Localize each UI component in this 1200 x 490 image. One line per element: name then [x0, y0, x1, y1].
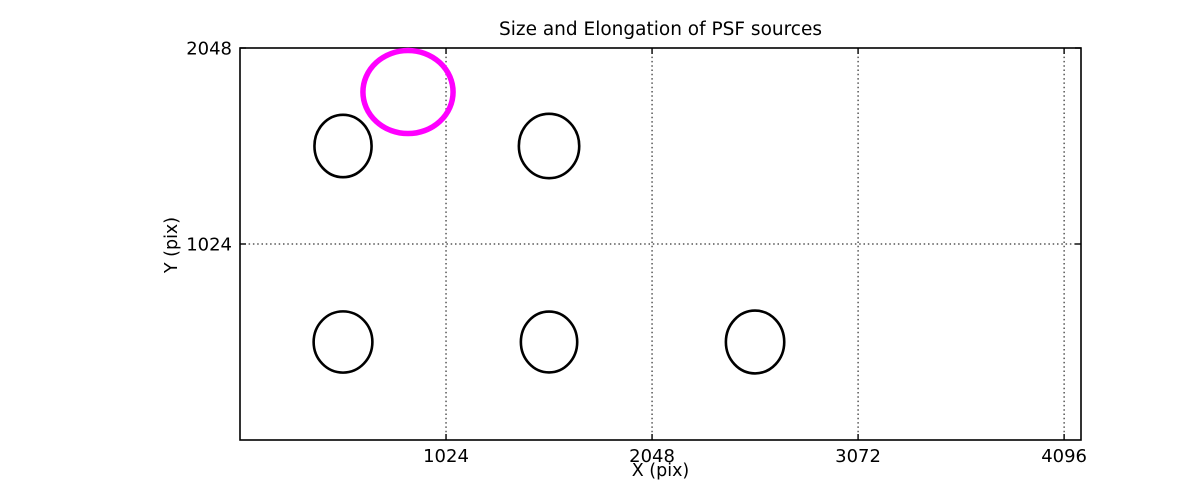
x-tick-label-1024: 1024 — [423, 446, 469, 467]
psf-source-ellipse-4 — [724, 309, 786, 375]
x-tick-label-2048: 2048 — [629, 446, 675, 467]
psf-source-ellipse-0 — [313, 113, 373, 179]
psf-source-ellipse-5 — [360, 47, 456, 137]
y-tick-label-1024: 1024 — [186, 235, 232, 256]
psf-source-ellipse-3 — [519, 310, 579, 374]
psf-source-ellipse-2 — [312, 310, 374, 374]
x-axis-label: X (pix) — [631, 461, 690, 481]
y-tick-label-2048: 2048 — [186, 39, 232, 60]
x-tick-label-3072: 3072 — [835, 446, 881, 467]
chart-title: Size and Elongation of PSF sources — [498, 19, 823, 40]
psf-source-ellipse-1 — [517, 112, 581, 180]
x-tick-label-4096: 4096 — [1041, 446, 1087, 467]
